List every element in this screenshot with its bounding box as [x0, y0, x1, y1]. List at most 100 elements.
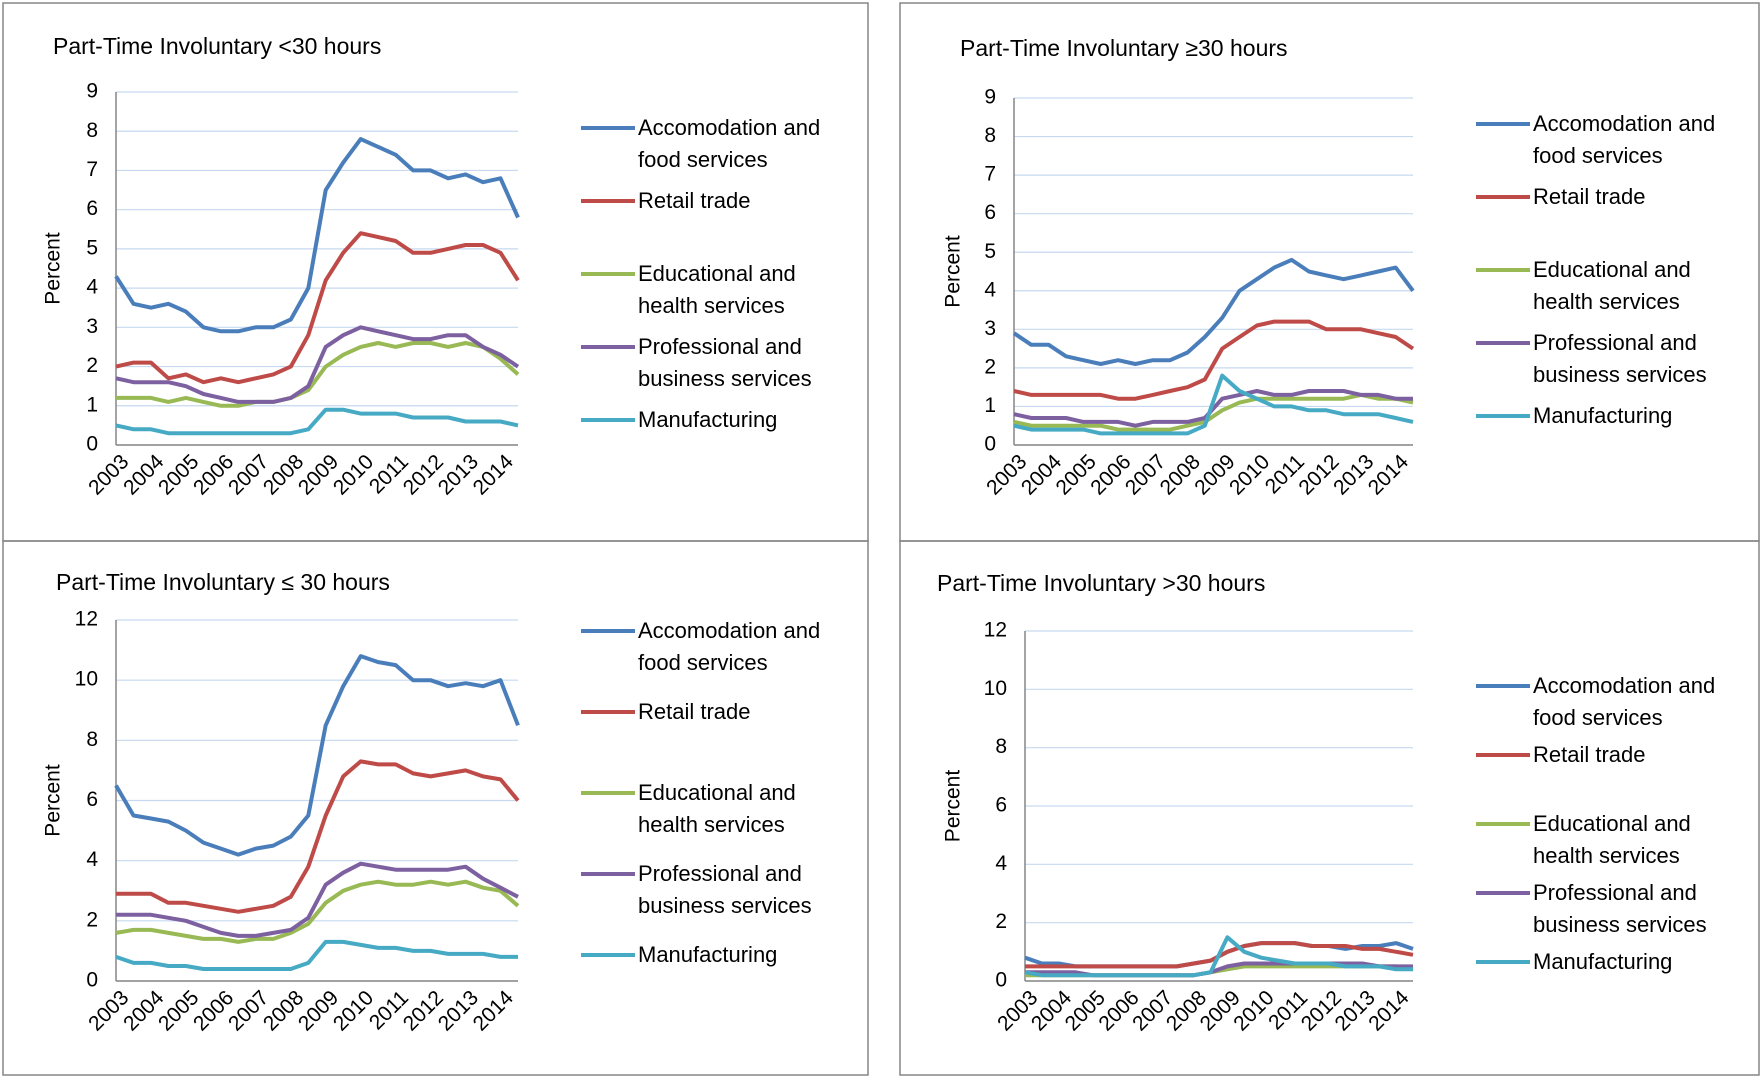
- series-line: [114, 137, 520, 334]
- legend-entry: Professional and business services: [638, 861, 812, 918]
- y-tick-label: 6: [86, 788, 98, 811]
- y-tick-label: 8: [984, 124, 996, 147]
- legend-label: Educational and health services: [1533, 811, 1691, 868]
- legend-label: Professional and business services: [1533, 880, 1707, 937]
- series-line: [115, 325, 520, 404]
- y-tick-label: 9: [86, 80, 98, 103]
- legend-entry: Educational and health services: [1533, 811, 1691, 868]
- legend-label: Manufacturing: [638, 942, 778, 967]
- x-tick-label: 2006: [189, 986, 238, 1035]
- y-tick-label: 4: [984, 278, 996, 301]
- y-tick-label: 4: [995, 852, 1007, 875]
- x-tick-label: 2005: [154, 986, 203, 1035]
- chart-panel: 0246810122003200420052006200720082009201…: [937, 570, 1716, 1036]
- x-tick-label: 2014: [1364, 450, 1414, 500]
- series-line: [115, 879, 520, 944]
- y-tick-label: 2: [984, 355, 996, 378]
- y-tick-label: 1: [86, 393, 98, 416]
- y-tick-label: 5: [86, 236, 98, 259]
- y-tick-label: 7: [86, 158, 98, 181]
- legend-label: Professional and business services: [638, 861, 812, 918]
- legend-entry: Educational and health services: [638, 780, 796, 837]
- panel-frame: [2, 540, 869, 1076]
- y-tick-label: 10: [75, 668, 98, 691]
- series-line: [115, 939, 518, 971]
- legend-entry: Retail trade: [638, 699, 751, 724]
- y-tick-label: 4: [86, 848, 98, 871]
- x-tick-label: 2007: [224, 986, 273, 1035]
- y-axis-label: Percent: [942, 770, 965, 843]
- y-axis-label: Percent: [42, 232, 65, 305]
- legend-label: Accomodation and food services: [638, 618, 821, 675]
- legend-entry: Manufacturing: [1533, 949, 1673, 974]
- legend-label: Retail trade: [638, 699, 751, 724]
- y-axis-label: Percent: [42, 764, 65, 837]
- legend-entry: Educational and health services: [638, 261, 796, 318]
- y-tick-label: 8: [86, 119, 98, 142]
- y-tick-label: 5: [984, 240, 996, 263]
- x-tick-label: 2014: [469, 986, 519, 1036]
- y-tick-label: 8: [995, 735, 1007, 758]
- legend-entry: Retail trade: [1533, 184, 1646, 209]
- x-tick-label: 2005: [154, 450, 203, 499]
- chart-panel: 0123456789200320042005200620072008200920…: [942, 35, 1716, 500]
- legend-label: Manufacturing: [1533, 949, 1673, 974]
- x-tick-label: 2014: [1364, 986, 1414, 1036]
- legend-label: Educational and health services: [638, 780, 796, 837]
- series-line: [1012, 257, 1415, 366]
- legend-label: Manufacturing: [1533, 403, 1673, 428]
- legend-entry: Professional and business services: [1533, 880, 1707, 937]
- x-tick-label: 2013: [434, 450, 483, 499]
- series-line: [1013, 373, 1414, 436]
- legend-entry: Accomodation and food services: [638, 618, 821, 675]
- legend-entry: Accomodation and food services: [1533, 673, 1716, 730]
- legend-entry: Retail trade: [638, 188, 751, 213]
- legend-label: Educational and health services: [1533, 257, 1691, 314]
- chart-panel: 0246810122003200420052006200720082009201…: [42, 569, 821, 1036]
- y-axis-label: Percent: [942, 235, 965, 308]
- legend-label: Manufacturing: [638, 407, 778, 432]
- legend-entry: Accomodation and food services: [638, 115, 820, 172]
- x-tick-label: 2010: [329, 450, 378, 499]
- x-tick-label: 2014: [469, 450, 519, 500]
- series-line: [114, 654, 520, 857]
- legend-entry: Manufacturing: [638, 407, 778, 432]
- legend-label: Professional and business services: [638, 334, 812, 391]
- y-tick-label: 6: [86, 197, 98, 220]
- y-tick-label: 2: [86, 908, 98, 931]
- chart-title: Part-Time Involuntary ≥30 hours: [960, 35, 1288, 61]
- legend-entry: Professional and business services: [1533, 330, 1707, 387]
- series-line: [1013, 319, 1415, 401]
- y-tick-label: 3: [984, 317, 996, 340]
- series-line: [116, 759, 520, 914]
- chart-title: Part-Time Involuntary ≤ 30 hours: [56, 569, 390, 595]
- legend-label: Retail trade: [1533, 184, 1646, 209]
- x-tick-label: 2007: [224, 450, 273, 499]
- legend-entry: Accomodation and food services: [1533, 111, 1715, 168]
- series-line: [116, 861, 519, 938]
- x-tick-label: 2013: [434, 986, 483, 1035]
- chart-title: Part-Time Involuntary <30 hours: [53, 33, 381, 59]
- x-tick-label: 2009: [294, 450, 343, 499]
- x-tick-label: 2008: [259, 450, 308, 499]
- y-tick-label: 2: [995, 910, 1007, 933]
- x-tick-label: 2003: [84, 450, 133, 499]
- series-line: [1024, 935, 1413, 978]
- legend-entry: Professional and business services: [638, 334, 812, 391]
- legend-label: Accomodation and food services: [1533, 673, 1716, 730]
- legend-label: Professional and business services: [1533, 330, 1707, 387]
- series-line: [115, 407, 519, 436]
- x-tick-label: 2003: [84, 986, 133, 1035]
- series-line: [1013, 389, 1413, 428]
- series-line: [116, 341, 520, 408]
- x-tick-label: 2009: [294, 986, 343, 1035]
- y-tick-label: 7: [984, 163, 996, 186]
- x-tick-label: 2008: [259, 986, 308, 1035]
- y-tick-label: 10: [984, 677, 1007, 700]
- y-tick-label: 0: [86, 969, 98, 992]
- x-tick-label: 2012: [399, 450, 448, 499]
- x-tick-label: 2006: [189, 450, 238, 499]
- y-tick-label: 9: [984, 86, 996, 109]
- y-tick-label: 12: [75, 608, 98, 631]
